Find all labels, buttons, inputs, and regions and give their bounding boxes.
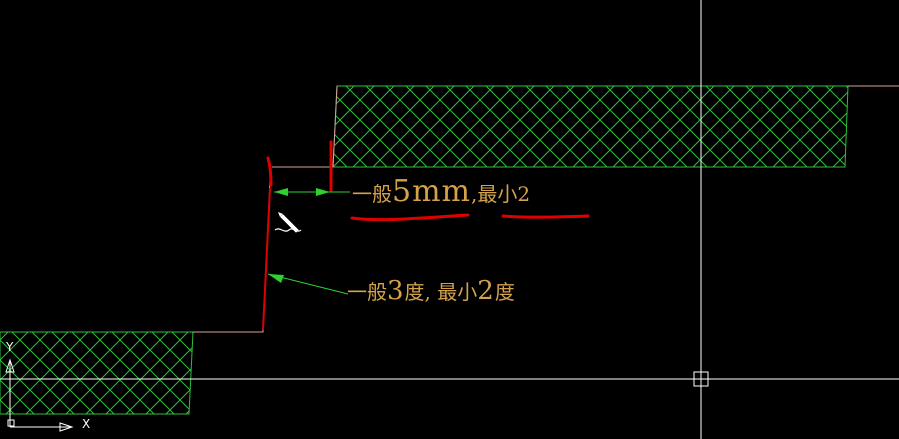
- ucs-x-label: X: [82, 417, 91, 431]
- angle-leader[interactable]: [267, 273, 349, 295]
- upper-hatched-block[interactable]: [332, 85, 899, 168]
- angle-note-suffix: 度: [494, 280, 515, 304]
- ucs-y-label: Y: [6, 340, 14, 354]
- angle-note-value: 3: [387, 276, 405, 306]
- gap-dimension[interactable]: [274, 188, 350, 196]
- angle-note-value2: 2: [477, 276, 495, 306]
- gap-note-prefix: 一般: [352, 182, 392, 206]
- gap-note-value: 5mm: [392, 174, 471, 209]
- ucs-axis-icon: [5, 358, 74, 432]
- angle-note-middle: 度, 最小: [404, 280, 478, 304]
- red-markup: [262, 140, 590, 331]
- lower-hatched-block[interactable]: [0, 331, 194, 415]
- pencil-cursor-icon: [274, 212, 302, 234]
- angle-note-prefix: 一般: [347, 280, 387, 304]
- angle-annotation-text[interactable]: 一般3度, 最小2度: [347, 276, 515, 306]
- gap-annotation-text[interactable]: 一般5mm,最小2: [352, 174, 530, 209]
- gap-note-suffix: ,最小2: [470, 182, 531, 206]
